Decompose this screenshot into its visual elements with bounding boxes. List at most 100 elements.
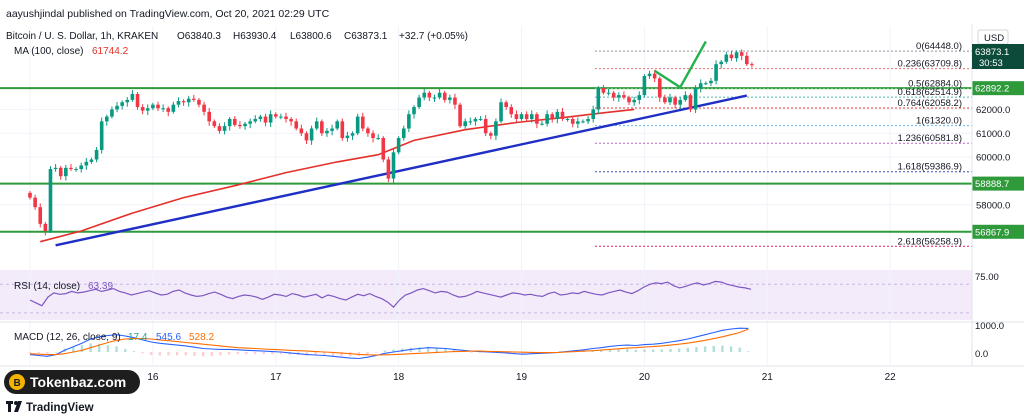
candle-body	[69, 167, 73, 170]
candle-body	[591, 109, 595, 119]
macd-histogram-bar	[28, 352, 32, 353]
candle-body	[524, 114, 529, 119]
candle-body	[683, 95, 688, 100]
candle-body	[596, 87, 601, 110]
candle-body	[468, 121, 473, 123]
candle-body	[545, 114, 549, 124]
macd-histogram-bar	[729, 346, 733, 352]
macd-histogram-bar	[634, 349, 638, 352]
candle-body	[284, 116, 288, 119]
macd-histogram-bar	[149, 352, 153, 356]
candle-body	[724, 54, 729, 62]
macd-histogram-bar	[677, 348, 681, 352]
fib-level-label: 0.618(62514.9)	[898, 87, 962, 98]
candle-body	[714, 64, 718, 81]
macd-histogram-bar	[383, 350, 387, 352]
fib-level-label: 2.618(56258.9)	[898, 236, 962, 247]
candle-body	[432, 97, 437, 99]
macd-histogram-bar	[279, 352, 283, 355]
macd-histogram-bar	[98, 343, 101, 352]
macd-histogram-bar	[158, 352, 162, 356]
support-price-label: 58888.7	[975, 179, 1009, 190]
support-price-box	[972, 81, 1024, 96]
candle-body	[156, 104, 160, 109]
macd-histogram-bar	[651, 349, 655, 352]
candle-body	[273, 114, 278, 117]
candle-body	[268, 114, 273, 123]
time-axis-tick: 21	[762, 372, 774, 383]
macd-histogram-bar	[426, 346, 430, 352]
candle-body	[263, 116, 268, 123]
macd-histogram-bar	[392, 349, 395, 352]
candle-body	[745, 55, 749, 65]
macd-histogram-bar	[124, 348, 127, 352]
support-price-box	[972, 176, 1024, 191]
candle-body	[325, 130, 329, 134]
macd-pane	[0, 327, 1024, 367]
candle-body	[437, 92, 442, 98]
candle-body	[140, 107, 145, 111]
support-price-box	[972, 224, 1024, 239]
countdown: 30:53	[979, 58, 1003, 69]
horizontal-levels: 62892.2 58888.7 56867.9	[0, 81, 1024, 239]
time-axis-tick: 17	[270, 372, 282, 383]
candle-body	[448, 97, 452, 100]
ohlc-close: C63873.1	[344, 31, 388, 42]
candle-body	[299, 128, 304, 134]
candle-body	[371, 133, 375, 139]
candle-body	[668, 97, 672, 103]
candle-body	[120, 102, 124, 106]
tradingview-footer[interactable]: TradingView	[6, 401, 94, 414]
candle-body	[657, 78, 662, 98]
candle-body	[89, 159, 94, 162]
symbol-line: Bitcoin / U. S. Dollar, 1h, KRAKEN	[6, 31, 158, 42]
macd-histogram-bar	[193, 352, 196, 356]
macd-line	[29, 327, 749, 360]
candle-body	[673, 97, 677, 105]
price-axis-tick: 61000.0	[976, 129, 1010, 140]
candle-body	[627, 97, 631, 103]
macd-histogram-bar	[37, 352, 40, 354]
fib-level-label: 0(64448.0)	[916, 41, 962, 52]
tradingview-brand: TradingView	[26, 402, 94, 414]
macd-histogram-bar	[314, 352, 317, 356]
macd-histogram-bar	[80, 345, 84, 352]
macd-histogram-bar	[219, 352, 222, 356]
candle-body	[309, 128, 314, 141]
macd-histogram-bar	[513, 352, 516, 354]
candle-body	[197, 99, 201, 105]
candle-body	[739, 52, 744, 56]
candle-body	[340, 121, 345, 139]
candle-body	[391, 152, 396, 179]
rsi-value: 63.39	[88, 281, 113, 292]
candle-body	[115, 105, 119, 110]
macd-histogram-bar	[669, 348, 672, 352]
candle-body	[314, 121, 319, 129]
candle-body	[125, 99, 130, 103]
candle-body	[43, 223, 48, 232]
macd-hist-value: 17.4	[128, 332, 148, 343]
candle-body	[181, 101, 186, 103]
ma-label: MA (100, close)	[14, 46, 83, 57]
candle-body	[478, 118, 483, 120]
candle-body	[483, 118, 488, 134]
candle-body	[514, 114, 519, 119]
macd-histogram-bar	[660, 349, 664, 352]
time-axis-tick: 22	[885, 372, 897, 383]
candle-body	[161, 108, 165, 110]
candle-body	[601, 87, 606, 93]
candle-body	[519, 114, 524, 119]
candle-body	[217, 126, 222, 131]
rsi-line	[29, 280, 752, 308]
watermark-text: Tokenbaz.com	[30, 374, 126, 390]
candle-body	[38, 207, 43, 224]
trend-line	[55, 94, 748, 247]
candle-body	[632, 99, 636, 103]
candle-body	[734, 52, 739, 59]
fib-level-label: 0.764(62058.2)	[898, 98, 962, 109]
macd-axis-zero: 0.0	[975, 349, 988, 360]
candle-body	[750, 64, 754, 66]
candle-body	[28, 192, 32, 198]
candle-body	[366, 128, 370, 134]
